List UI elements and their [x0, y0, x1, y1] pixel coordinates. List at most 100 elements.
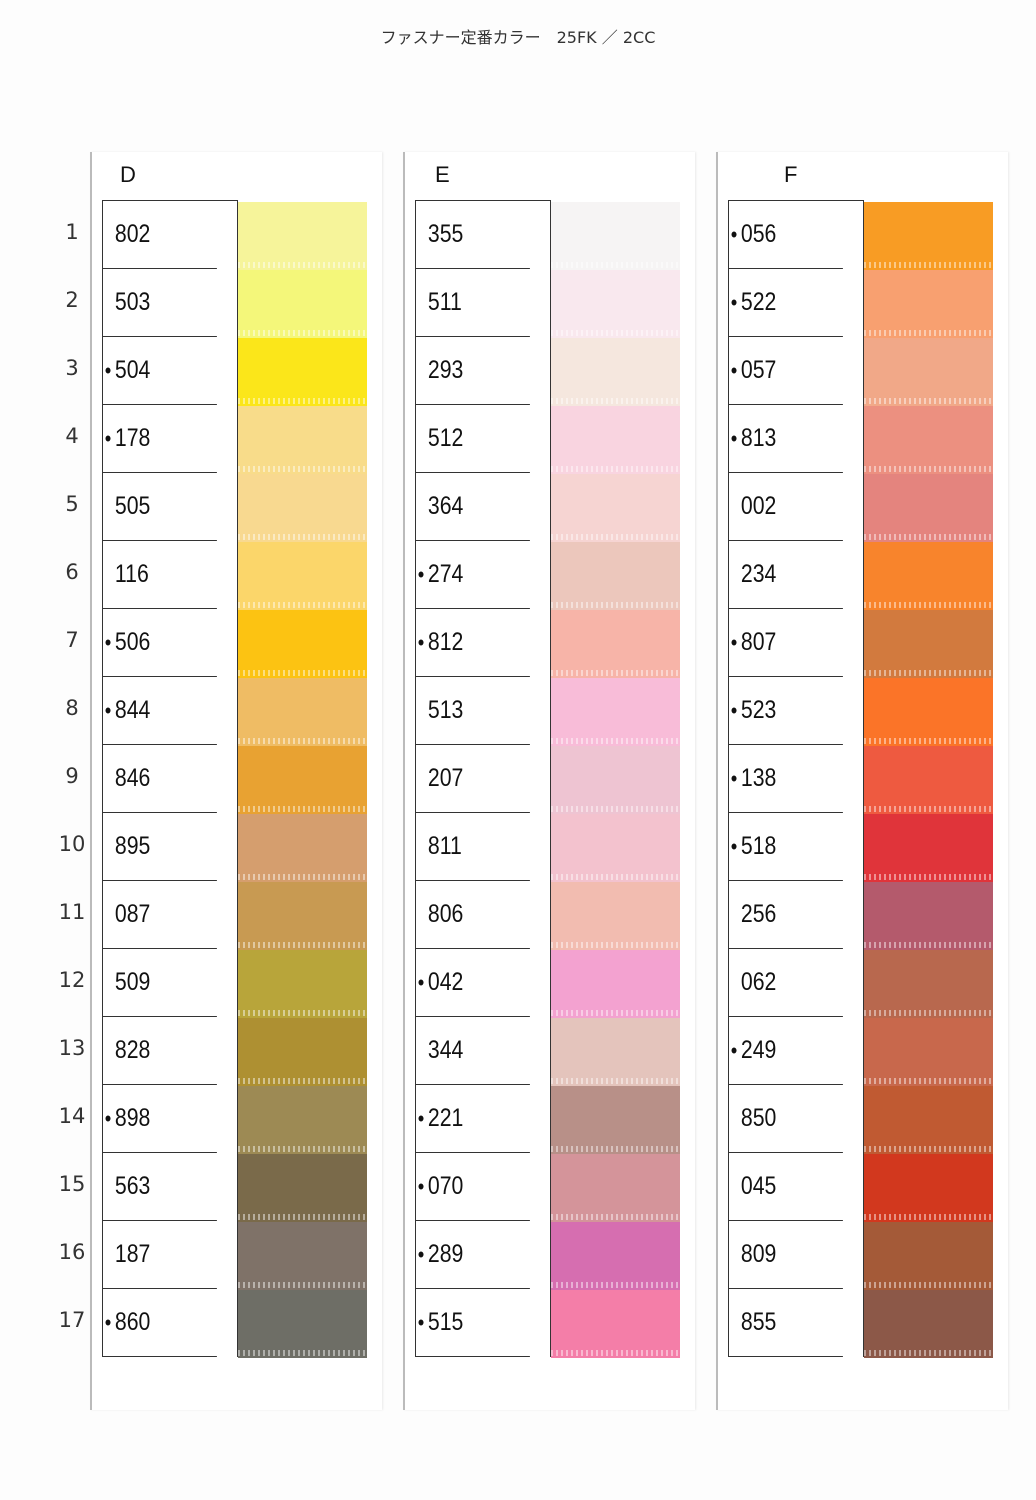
column-letter: D: [120, 162, 136, 187]
color-code-cell: • 056: [729, 201, 843, 269]
color-code-cell: 364: [416, 473, 530, 541]
zipper-swatch: [864, 202, 993, 270]
zipper-swatch: [238, 270, 367, 338]
color-code: 802: [114, 220, 151, 248]
zipper-swatch: [238, 1290, 367, 1358]
color-code-cell: • 274: [416, 541, 530, 609]
zipper-swatch: [551, 1222, 680, 1290]
zipper-swatch: [238, 406, 367, 474]
row-number: 3: [65, 356, 79, 380]
zipper-swatch: [551, 474, 680, 542]
color-code-cell: 045: [729, 1153, 843, 1221]
color-code-cell: 207: [416, 745, 530, 813]
color-code-cell: 344: [416, 1017, 530, 1085]
color-code-cell: • 221: [416, 1085, 530, 1153]
column-letter: F: [784, 162, 798, 187]
color-code-cell: 187: [103, 1221, 217, 1289]
color-code: 509: [114, 968, 151, 996]
swatch-strip: [238, 202, 367, 1358]
color-code-cell: 062: [729, 949, 843, 1017]
color-code: 002: [740, 492, 777, 520]
color-code: 515: [427, 1308, 464, 1336]
zipper-swatch: [238, 950, 367, 1018]
zipper-swatch: [238, 814, 367, 882]
zipper-swatch: [864, 1290, 993, 1358]
standard-dot-icon: •: [104, 630, 112, 655]
color-code-cell: 509: [103, 949, 217, 1017]
color-code-cell: • 844: [103, 677, 217, 745]
color-code-cell: • 523: [729, 677, 843, 745]
zipper-swatch: [864, 1154, 993, 1222]
color-code: 187: [114, 1240, 151, 1268]
zipper-swatch: [238, 1018, 367, 1086]
zipper-swatch: [551, 950, 680, 1018]
zipper-swatch: [864, 270, 993, 338]
color-code-cell: 505: [103, 473, 217, 541]
panel-f: F • 056 • 522 • 057 • 813 002 234 • 807 • 523 • 138 • 518 2…: [716, 152, 1008, 1410]
standard-dot-icon: •: [730, 426, 738, 451]
zipper-swatch: [238, 338, 367, 406]
row-number: 5: [65, 492, 79, 516]
color-code: 855: [740, 1308, 777, 1336]
color-code-cell: 116: [103, 541, 217, 609]
zipper-swatch: [551, 1154, 680, 1222]
color-code: 846: [114, 764, 151, 792]
standard-dot-icon: •: [730, 358, 738, 383]
row-number: 4: [65, 424, 79, 448]
zipper-swatch: [864, 1222, 993, 1290]
color-code-cell: 806: [416, 881, 530, 949]
zipper-swatch: [551, 610, 680, 678]
color-code-cell: • 518: [729, 813, 843, 881]
row-number: 17: [58, 1308, 86, 1332]
standard-dot-icon: •: [417, 630, 425, 655]
row-number: 2: [65, 288, 79, 312]
color-code-cell: • 042: [416, 949, 530, 1017]
color-code-cell: 563: [103, 1153, 217, 1221]
row-number: 1: [65, 220, 79, 244]
standard-dot-icon: •: [417, 1310, 425, 1335]
color-code: 042: [427, 968, 464, 996]
color-code: 056: [740, 220, 777, 248]
color-code: 087: [114, 900, 151, 928]
zipper-swatch: [551, 270, 680, 338]
color-code: 806: [427, 900, 464, 928]
color-code-cell: 256: [729, 881, 843, 949]
color-code: 070: [427, 1172, 464, 1200]
standard-dot-icon: •: [730, 1038, 738, 1063]
color-code: 807: [740, 628, 777, 656]
color-code-cell: • 812: [416, 609, 530, 677]
column-letter: E: [435, 162, 450, 187]
color-code: 860: [114, 1308, 151, 1336]
color-code: 062: [740, 968, 777, 996]
color-code: 249: [740, 1036, 777, 1064]
panel-d: D 802 503 • 504 • 178 505 116 • 506 • 844 846 895 087 50…: [90, 152, 382, 1410]
zipper-swatch: [238, 1086, 367, 1154]
swatch-strip: [864, 202, 993, 1358]
color-code-cell: • 289: [416, 1221, 530, 1289]
color-code: 828: [114, 1036, 151, 1064]
standard-dot-icon: •: [730, 222, 738, 247]
code-table: 355 511 293 512 364 • 274 • 812 513 207 811 806 • 042 3…: [415, 200, 551, 1357]
color-code: 813: [740, 424, 777, 452]
color-code: 504: [114, 356, 151, 384]
color-code: 256: [740, 900, 777, 928]
standard-dot-icon: •: [104, 358, 112, 383]
zipper-swatch: [551, 678, 680, 746]
zipper-swatch: [864, 1018, 993, 1086]
zipper-swatch: [551, 202, 680, 270]
code-table: • 056 • 522 • 057 • 813 002 234 • 807 • 523 • 138 • 518 25…: [728, 200, 864, 1357]
color-code-cell: • 898: [103, 1085, 217, 1153]
color-code: 522: [740, 288, 777, 316]
row-number: 11: [58, 900, 86, 924]
zipper-swatch: [864, 474, 993, 542]
color-code: 178: [114, 424, 151, 452]
color-code-cell: • 249: [729, 1017, 843, 1085]
standard-dot-icon: •: [730, 630, 738, 655]
standard-dot-icon: •: [730, 698, 738, 723]
color-code-cell: 802: [103, 201, 217, 269]
color-code-cell: 087: [103, 881, 217, 949]
zipper-swatch: [238, 678, 367, 746]
color-code: 850: [740, 1104, 777, 1132]
standard-dot-icon: •: [417, 1242, 425, 1267]
zipper-swatch: [551, 406, 680, 474]
